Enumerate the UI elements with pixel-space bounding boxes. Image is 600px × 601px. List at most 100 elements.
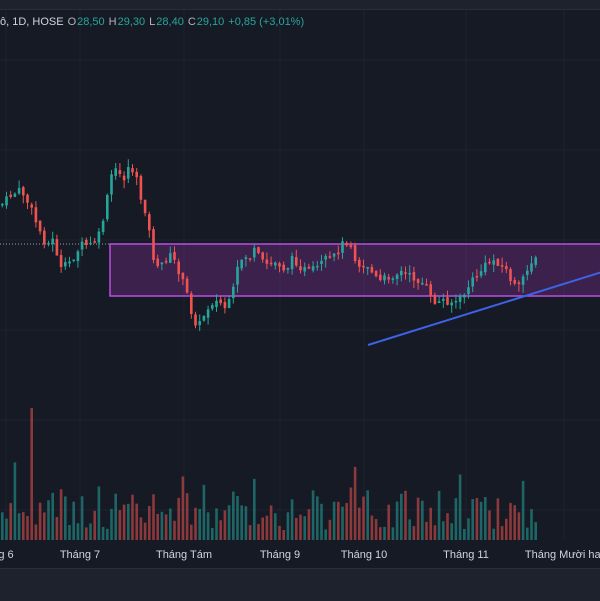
candle-body-121 <box>509 269 512 282</box>
candle-body-48 <box>202 315 206 321</box>
candle-body-77 <box>324 256 327 260</box>
candle-body-9 <box>38 220 42 232</box>
candle-body-30 <box>127 167 130 179</box>
volume-bar-36 <box>152 494 155 540</box>
volume-bar-17 <box>72 501 75 540</box>
candle-body-29 <box>122 175 126 181</box>
volume-bar-44 <box>185 493 189 540</box>
candle-body-40 <box>169 253 172 263</box>
volume-bar-82 <box>345 503 348 540</box>
candle-body-45 <box>190 293 193 314</box>
candle-body-35 <box>148 214 151 231</box>
volume-bar-112 <box>471 499 474 540</box>
candle-body-24 <box>101 220 105 233</box>
candle-body-93 <box>391 278 395 280</box>
high-label: H <box>108 16 117 28</box>
volume-bar-78 <box>328 519 332 540</box>
volume-bar-20 <box>85 527 88 540</box>
candle-body-100 <box>421 282 424 285</box>
candle-body-115 <box>484 262 487 273</box>
ohlc-legend: ô, 1D, HOSE O 28,50 H 29,30 L 28,40 C 29,10 … <box>0 14 304 30</box>
volume-bar-31 <box>131 494 134 540</box>
low-label: L <box>149 16 156 28</box>
volume-bar-108 <box>454 498 458 540</box>
volume-bar-91 <box>383 526 386 540</box>
volume-bar-83 <box>349 487 353 540</box>
candle-body-42 <box>177 261 180 275</box>
low-value: 28,40 <box>156 16 184 28</box>
candle-body-127 <box>534 257 537 265</box>
volume-bar-69 <box>290 499 294 540</box>
candle-body-87 <box>366 267 369 269</box>
volume-bar-68 <box>286 512 290 540</box>
volume-bar-38 <box>160 511 164 540</box>
candle-body-31 <box>131 168 134 173</box>
candle-body-55 <box>232 286 235 299</box>
volume-bar-13 <box>55 517 59 540</box>
candlestick-series <box>1 159 537 332</box>
volume-bar-8 <box>34 524 38 540</box>
candle-body-34 <box>143 199 147 214</box>
volume-bar-81 <box>341 506 344 540</box>
time-axis[interactable]: g 6 Tháng 7 Tháng Tám Tháng 9 Tháng 10 T… <box>0 540 600 568</box>
volume-bar-77 <box>324 529 327 540</box>
volume-bar-61 <box>257 524 260 540</box>
volume-bar-14 <box>59 489 63 540</box>
price-chart[interactable] <box>0 0 600 540</box>
candle-body-56 <box>236 266 239 285</box>
candle-body-61 <box>257 247 260 254</box>
candle-body-99 <box>416 279 420 283</box>
volume-bar-40 <box>169 508 172 540</box>
volume-bar-101 <box>425 521 428 540</box>
candle-body-4 <box>17 188 21 194</box>
candle-body-73 <box>307 266 311 269</box>
candle-body-58 <box>244 257 248 260</box>
volume-bar-45 <box>190 524 193 540</box>
volume-bar-43 <box>181 476 185 540</box>
candle-body-101 <box>425 284 428 286</box>
volume-bar-10 <box>43 512 46 540</box>
volume-bar-89 <box>374 518 378 540</box>
candle-body-39 <box>164 260 168 263</box>
volume-bar-103 <box>433 525 437 540</box>
candle-body-110 <box>463 294 466 298</box>
volume-bar-95 <box>400 493 403 540</box>
volume-bar-102 <box>429 507 432 540</box>
candle-body-53 <box>223 301 227 309</box>
candle-body-119 <box>500 265 504 267</box>
volume-bar-34 <box>143 522 147 540</box>
candle-body-3 <box>13 193 17 197</box>
volume-bar-90 <box>379 527 382 540</box>
candle-body-49 <box>206 309 210 318</box>
candle-body-16 <box>68 261 71 264</box>
candle-body-7 <box>30 204 33 208</box>
volume-bar-72 <box>303 516 306 540</box>
candle-body-124 <box>521 276 525 285</box>
volume-bar-6 <box>26 515 29 540</box>
volume-bar-86 <box>362 496 365 540</box>
candle-body-92 <box>387 277 390 280</box>
volume-bar-59 <box>248 525 252 540</box>
volume-bar-18 <box>76 523 80 540</box>
candle-body-109 <box>458 295 462 302</box>
volume-bar-70 <box>295 517 298 540</box>
candle-body-52 <box>219 299 222 304</box>
candle-body-116 <box>488 261 491 264</box>
volume-bar-100 <box>421 500 424 540</box>
volume-bar-55 <box>232 491 235 540</box>
volume-bar-92 <box>387 504 390 540</box>
volume-bar-50 <box>211 527 214 540</box>
candle-body-112 <box>471 277 474 287</box>
volume-bar-63 <box>265 515 269 540</box>
volume-bar-79 <box>332 501 336 540</box>
high-value-group: H 29,30 <box>109 16 145 28</box>
candle-body-8 <box>34 207 38 223</box>
volume-bar-51 <box>215 508 218 540</box>
volume-bar-124 <box>521 480 525 540</box>
volume-bar-127 <box>534 522 537 540</box>
volume-bar-5 <box>22 512 25 540</box>
volume-bar-25 <box>106 528 109 540</box>
volume-bar-76 <box>320 503 323 540</box>
volume-bar-111 <box>467 518 470 540</box>
volume-bar-115 <box>484 497 487 540</box>
